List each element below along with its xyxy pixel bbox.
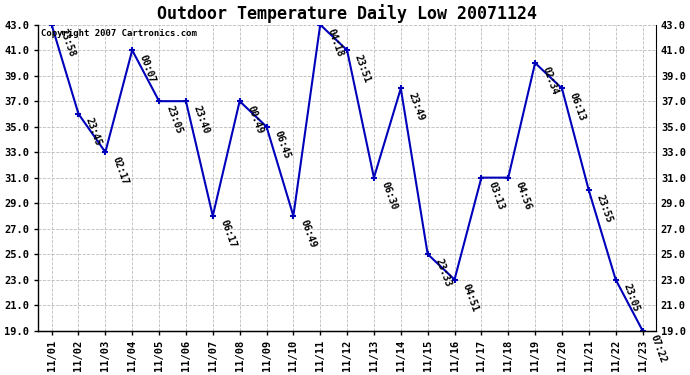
Text: 07:22: 07:22 <box>648 333 667 364</box>
Text: 04:56: 04:56 <box>514 180 533 212</box>
Text: 23:58: 23:58 <box>57 27 77 58</box>
Text: 02:34: 02:34 <box>541 66 560 97</box>
Text: 00:49: 00:49 <box>245 104 265 135</box>
Text: 02:17: 02:17 <box>111 155 130 186</box>
Text: 23:51: 23:51 <box>353 53 372 84</box>
Title: Outdoor Temperature Daily Low 20071124: Outdoor Temperature Daily Low 20071124 <box>157 4 537 23</box>
Text: 23:55: 23:55 <box>594 193 614 224</box>
Text: Copyright 2007 Cartronics.com: Copyright 2007 Cartronics.com <box>41 29 197 38</box>
Text: 23:05: 23:05 <box>165 104 184 135</box>
Text: 23:45: 23:45 <box>84 117 103 148</box>
Text: 04:51: 04:51 <box>460 282 480 314</box>
Text: 06:49: 06:49 <box>299 219 318 250</box>
Text: 00:07: 00:07 <box>138 53 157 84</box>
Text: 04:18: 04:18 <box>326 27 345 58</box>
Text: 23:40: 23:40 <box>192 104 211 135</box>
Text: 23:49: 23:49 <box>406 91 426 122</box>
Text: 23:05: 23:05 <box>621 282 641 314</box>
Text: 23:33: 23:33 <box>433 257 453 288</box>
Text: 06:17: 06:17 <box>218 219 238 250</box>
Text: 06:45: 06:45 <box>272 129 291 160</box>
Text: 03:13: 03:13 <box>487 180 506 212</box>
Text: 06:30: 06:30 <box>380 180 399 212</box>
Text: 06:13: 06:13 <box>567 91 587 122</box>
